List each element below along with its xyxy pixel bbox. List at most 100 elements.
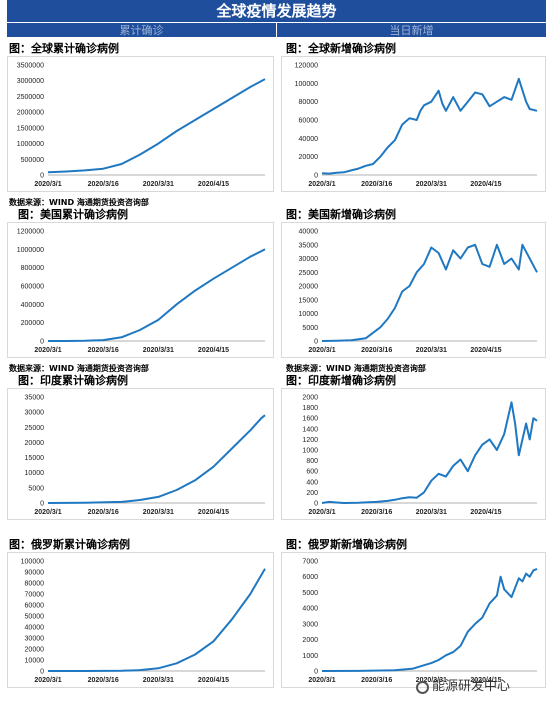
x-tick-label: 2020/3/16 xyxy=(361,677,392,684)
x-tick-label: 2020/4/15 xyxy=(198,509,229,516)
watermark-text: 能源研发中心 xyxy=(432,679,511,694)
series-line xyxy=(47,78,266,174)
y-tick-label: 4000 xyxy=(302,606,318,613)
x-tick-label: 2020/4/15 xyxy=(198,181,229,188)
y-tick-label: 1800 xyxy=(302,405,318,412)
x-tick-label: 2020/3/16 xyxy=(88,181,119,188)
y-tick-label: 1000000 xyxy=(17,247,44,254)
x-tick-label: 2020/3/31 xyxy=(416,181,447,188)
data-source-note: 数据来源：WIND 海通期货投资咨询部 xyxy=(286,364,426,373)
data-source-note: 数据来源：WIND 海通期货投资咨询部 xyxy=(9,364,149,373)
y-tick-label: 50000 xyxy=(25,614,45,621)
x-tick-label: 2020/3/1 xyxy=(34,181,61,188)
x-tick-label: 2020/3/1 xyxy=(34,509,61,516)
wechat-icon xyxy=(416,681,429,694)
x-tick-label: 2020/4/15 xyxy=(470,181,501,188)
y-tick-label: 20000 xyxy=(299,154,319,161)
chart-title-india-daily: 图：印度新增确诊病例 xyxy=(286,374,396,387)
x-tick-label: 2020/3/31 xyxy=(416,347,447,354)
x-tick-label: 2020/3/1 xyxy=(308,677,335,684)
y-tick-label: 30000 xyxy=(25,636,45,643)
series-line xyxy=(47,414,266,504)
page-title: 全球疫情发展趋势 xyxy=(7,0,546,22)
series-line xyxy=(321,401,538,504)
x-tick-label: 2020/3/31 xyxy=(143,509,174,516)
series-line xyxy=(48,568,266,672)
x-tick-label: 2020/4/15 xyxy=(470,347,501,354)
chart-us-cumulative: 0 200000 400000 600000 800000 1000000 1200000 2… xyxy=(7,222,274,358)
y-tick-label: 5000 xyxy=(302,325,318,332)
y-tick-label: 10000 xyxy=(25,470,45,477)
x-tick-label: 2020/3/31 xyxy=(143,677,174,684)
chart-title-global-daily: 图：全球新增确诊病例 xyxy=(286,42,396,55)
y-tick-label: 90000 xyxy=(25,570,45,577)
y-tick-label: 2000 xyxy=(302,395,318,402)
data-source-note: 数据来源：WIND 海通期货投资咨询部 xyxy=(9,198,149,207)
y-tick-label: 600000 xyxy=(21,284,44,291)
chart-title-russia-daily: 图：俄罗斯新增确诊病例 xyxy=(286,538,407,551)
y-tick-label: 600 xyxy=(306,469,318,476)
x-tick-label: 2020/3/31 xyxy=(143,181,174,188)
y-tick-label: 3500000 xyxy=(17,63,44,70)
y-tick-label: 7000 xyxy=(302,559,318,566)
y-tick-label: 120000 xyxy=(295,63,318,70)
x-tick-label: 2020/3/31 xyxy=(143,347,174,354)
y-tick-label: 1000000 xyxy=(17,141,44,148)
y-tick-label: 20000 xyxy=(25,440,45,447)
chart-russia-cumulative: 0 10000 20000 30000 40000 50000 60000 70000 8000… xyxy=(7,552,274,688)
y-tick-label: 0 xyxy=(314,669,318,676)
chart-global-daily: 0 20000 40000 60000 80000 100000 120000 2020/3/… xyxy=(281,56,546,192)
y-tick-label: 30000 xyxy=(299,256,319,263)
y-tick-label: 1000 xyxy=(302,653,318,660)
y-tick-label: 1200 xyxy=(302,437,318,444)
y-tick-label: 2500000 xyxy=(17,94,44,101)
y-tick-label: 2000 xyxy=(302,637,318,644)
x-tick-label: 2020/4/15 xyxy=(198,677,229,684)
chart-title-india-cumulative: 图：印度累计确诊病例 xyxy=(18,374,128,387)
y-tick-label: 3000 xyxy=(302,621,318,628)
y-tick-label: 800000 xyxy=(21,265,44,272)
y-tick-label: 25000 xyxy=(299,270,319,277)
y-tick-label: 0 xyxy=(314,501,318,508)
y-tick-label: 0 xyxy=(314,173,318,180)
y-tick-label: 100000 xyxy=(21,559,44,566)
chart-title-global-cumulative: 图：全球累计确诊病例 xyxy=(9,42,119,55)
y-tick-label: 0 xyxy=(40,669,44,676)
y-tick-label: 1600 xyxy=(302,416,318,423)
x-tick-label: 2020/3/16 xyxy=(361,181,392,188)
y-tick-label: 200 xyxy=(306,490,318,497)
y-tick-label: 0 xyxy=(40,339,44,346)
y-tick-label: 35000 xyxy=(25,395,45,402)
y-tick-label: 100000 xyxy=(295,81,318,88)
y-tick-label: 15000 xyxy=(299,297,319,304)
y-tick-label: 10000 xyxy=(25,658,45,665)
x-tick-label: 2020/3/31 xyxy=(416,509,447,516)
y-tick-label: 20000 xyxy=(25,647,45,654)
y-tick-label: 1000 xyxy=(302,448,318,455)
y-tick-label: 40000 xyxy=(299,136,319,143)
x-tick-label: 2020/3/31 xyxy=(416,677,447,684)
x-tick-label: 2020/4/15 xyxy=(470,509,501,516)
series-line xyxy=(321,243,538,342)
y-tick-label: 40000 xyxy=(25,625,45,632)
y-tick-label: 400 xyxy=(306,479,318,486)
chart-india-daily: 0 200 400 600 800 1000 1200 1400 1600 1800 2000 202… xyxy=(281,388,546,520)
chart-us-daily: 0 5000 10000 15000 20000 25000 30000 35000 40000… xyxy=(281,222,546,358)
y-tick-label: 60000 xyxy=(299,118,319,125)
y-tick-label: 1500000 xyxy=(17,125,44,132)
y-tick-label: 0 xyxy=(40,501,44,508)
y-tick-label: 800 xyxy=(306,458,318,465)
y-tick-label: 1400 xyxy=(302,426,318,433)
y-tick-label: 1200000 xyxy=(17,229,44,236)
x-tick-label: 2020/3/1 xyxy=(34,347,61,354)
chart-global-cumulative: 0 500000 1000000 1500000 2000000 2500000 30000… xyxy=(7,56,274,192)
series-line xyxy=(48,248,266,342)
y-tick-label: 5000 xyxy=(28,485,44,492)
y-tick-label: 20000 xyxy=(299,284,319,291)
x-tick-label: 2020/3/1 xyxy=(308,181,335,188)
y-tick-label: 500000 xyxy=(21,157,44,164)
column-header-cumulative: 累计确诊 xyxy=(7,22,276,37)
x-tick-label: 2020/3/1 xyxy=(308,347,335,354)
x-tick-label: 2020/3/16 xyxy=(361,347,392,354)
chart-india-cumulative: 0 5000 10000 15000 20000 25000 30000 35000 2020/… xyxy=(7,388,274,520)
